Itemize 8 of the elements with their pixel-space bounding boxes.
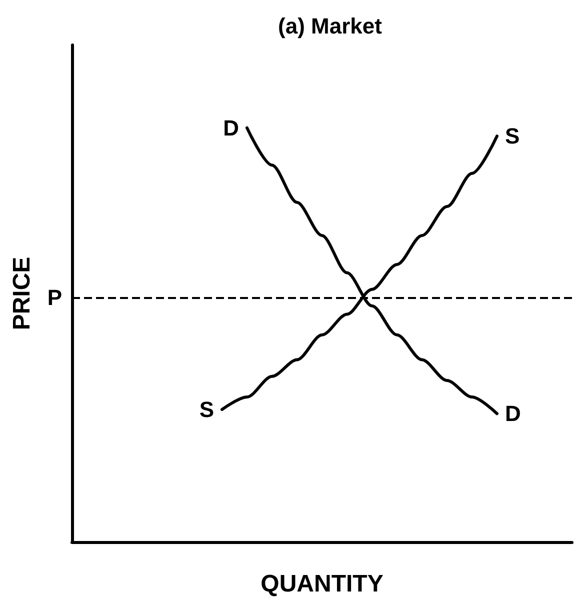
text: D xyxy=(505,401,521,426)
x-axis-title: QUANTITY xyxy=(260,570,384,598)
chart-title: (a) Market xyxy=(278,14,383,38)
ref-line-label: P xyxy=(47,285,62,310)
text: S xyxy=(505,124,520,149)
series-label: D xyxy=(223,115,239,140)
series-label: S xyxy=(199,396,214,422)
y-axis-title: PRICE xyxy=(8,256,36,330)
